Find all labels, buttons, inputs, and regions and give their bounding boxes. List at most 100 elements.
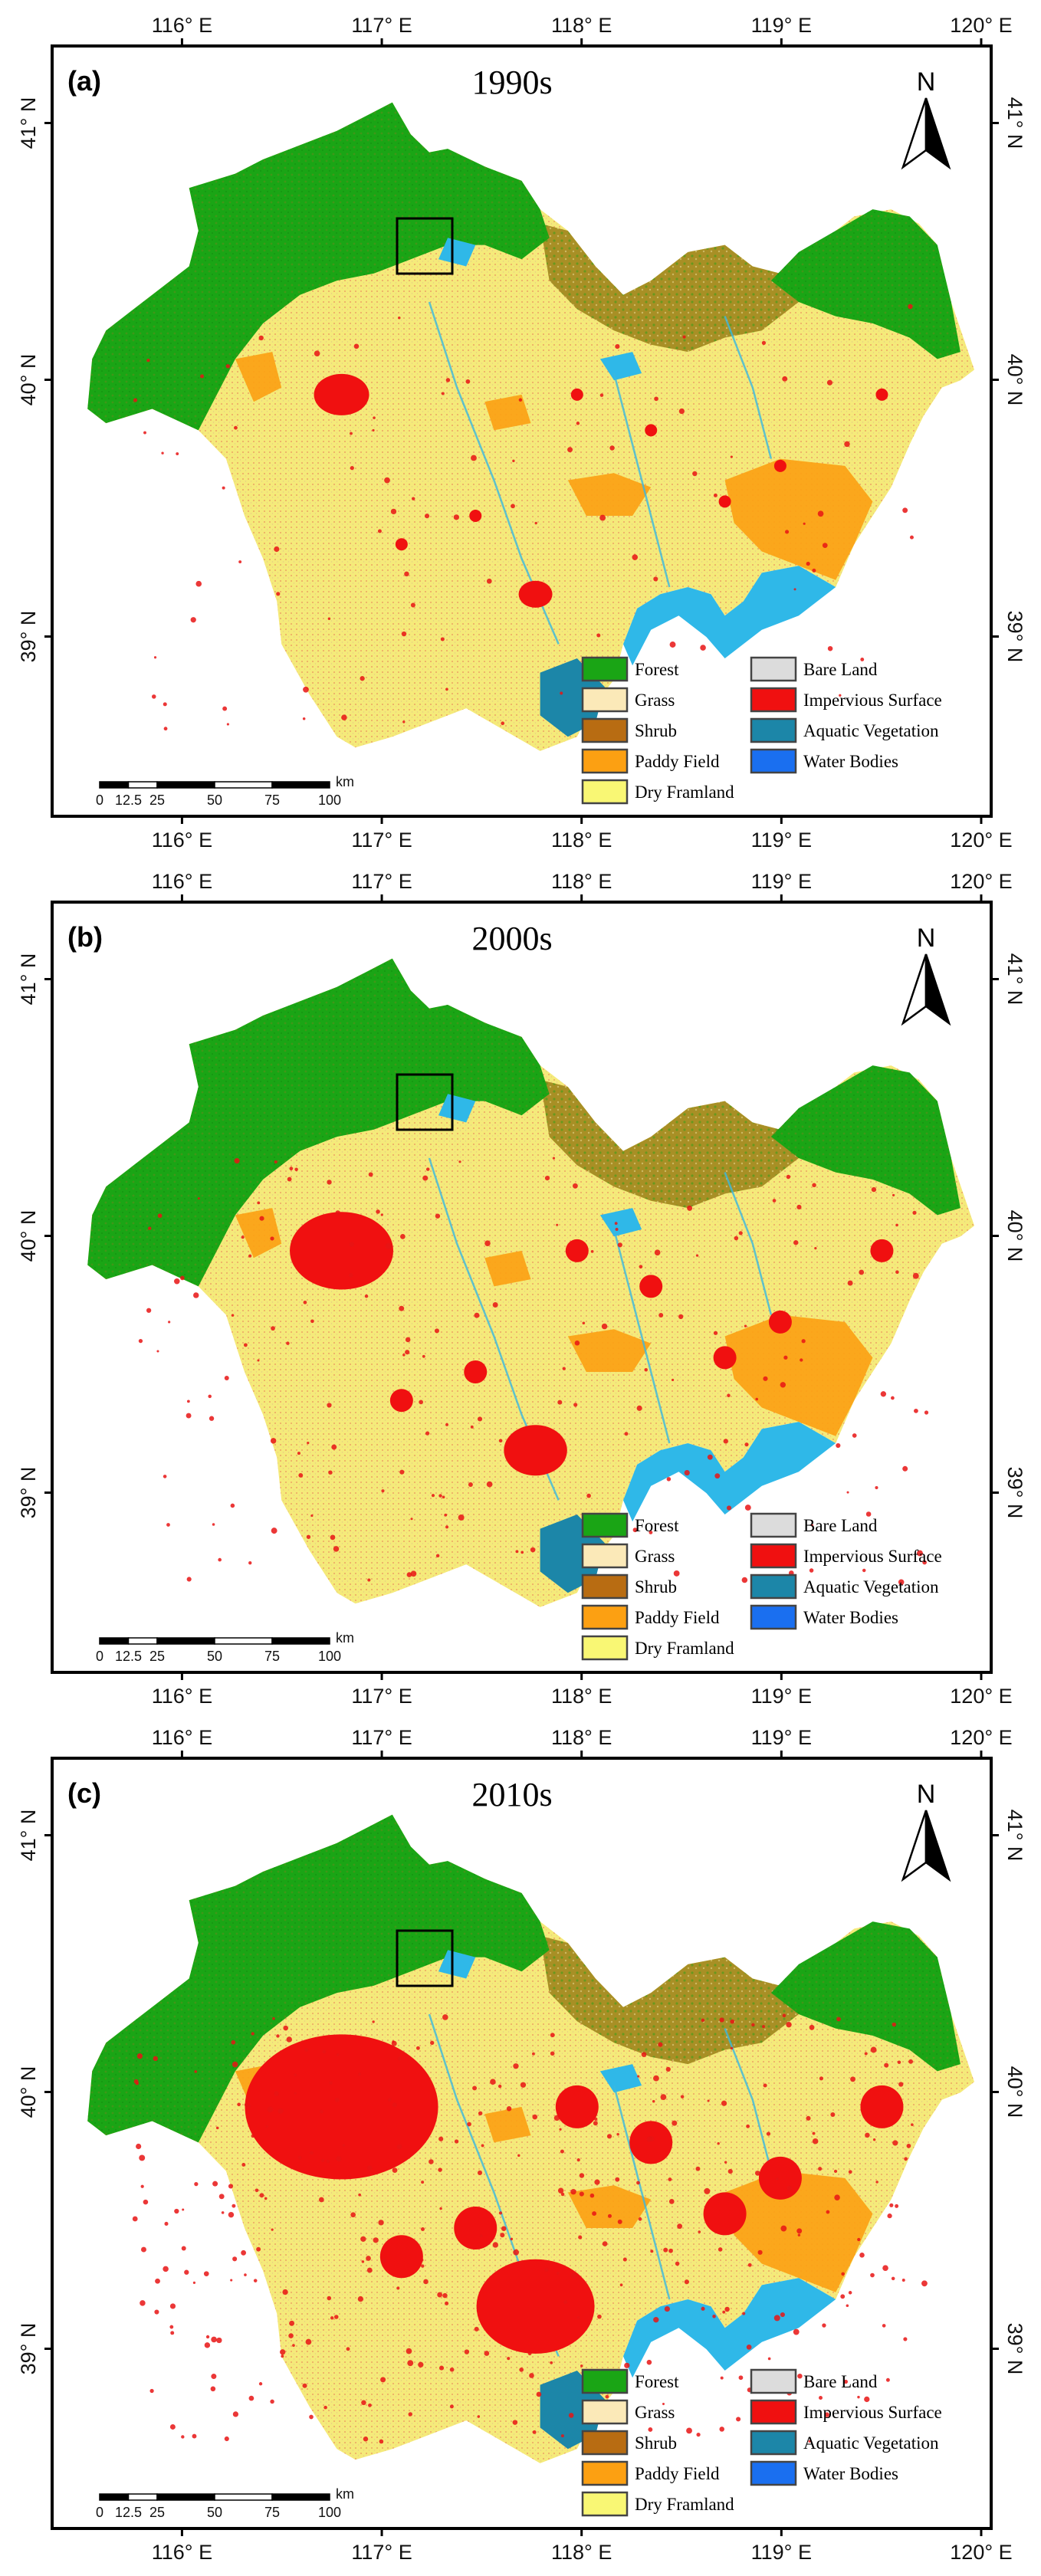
settlement-dot [372, 428, 375, 432]
settlement-dot [396, 2144, 402, 2150]
settlement-dot [143, 2199, 149, 2205]
settlement-dot [442, 2014, 448, 2020]
river [612, 1229, 671, 1444]
settlement-dot [824, 2412, 829, 2417]
settlement-dot [793, 1240, 799, 1245]
settlement-dot [421, 2181, 425, 2184]
settlement-dot [818, 2167, 823, 2171]
settlement-dot [786, 1174, 791, 1180]
impervious-surface-town [870, 1239, 894, 1262]
settlement-dot [197, 1197, 200, 1200]
settlement-dot [271, 1528, 277, 1534]
settlement-dot [231, 2039, 236, 2045]
north-arrow-left-half [901, 953, 928, 1026]
settlement-dot [348, 1273, 353, 1278]
reservoir [599, 352, 642, 381]
reservoir [438, 1094, 476, 1123]
settlement-dot [470, 1425, 474, 1429]
settlement-dot [597, 2314, 602, 2319]
settlement-dot [218, 1557, 222, 1562]
settlement-dot [399, 1234, 406, 1239]
settlement-dot [924, 1410, 929, 1415]
scale-bar-tick-label: 75 [264, 2505, 280, 2520]
settlement-dot [431, 1494, 435, 1498]
settlement-dot [322, 2049, 327, 2054]
settlement-dot [366, 2256, 371, 2261]
impervious-surface-town [718, 495, 731, 508]
settlement-dot [320, 2109, 323, 2114]
impervious-surface-town [860, 2085, 904, 2128]
paddy-field-patch [567, 1329, 652, 1372]
lon-label-bottom: 119° E [751, 829, 812, 852]
legend-label: Impervious Surface [803, 1547, 942, 1566]
settlement-dot [833, 2169, 838, 2174]
settlement-dot [639, 1265, 643, 1269]
shrub-belt-texture [540, 1079, 799, 1209]
settlement-dot [230, 2279, 233, 2282]
settlement-dot [434, 1328, 439, 1334]
lat-label-left: 40° N [17, 354, 40, 406]
lon-label-top: 116° E [152, 14, 212, 37]
settlement-dot [653, 2317, 659, 2323]
legend-label: Impervious Surface [803, 2403, 942, 2422]
settlement-dot [218, 2194, 225, 2200]
lon-label-top: 117° E [351, 14, 412, 37]
settlement-dot [438, 2167, 442, 2172]
settlement-dot [859, 1269, 865, 1275]
settlement-dot [512, 459, 515, 463]
settlement-dot [303, 1300, 307, 1304]
settlement-dot [182, 2208, 185, 2211]
lat-label-right: 39° N [1003, 611, 1026, 663]
settlement-dot [419, 1400, 423, 1405]
settlement-dot [203, 2271, 209, 2276]
river [724, 2028, 773, 2171]
settlement-dot [298, 1472, 304, 1478]
north-arrow-label: N [917, 1780, 936, 1809]
legend-label: Forest [635, 660, 679, 679]
settlement-dot [476, 2307, 480, 2310]
legend-swatch-bare-land [750, 1512, 797, 1538]
impervious-surface-town [379, 2235, 423, 2279]
settlement-dot [846, 2304, 849, 2308]
map-panel-1: 116° E 116° E 117° E 117° E 118° E 118° E 119°… [17, 14, 1026, 852]
settlement-dot [368, 2403, 372, 2407]
lon-label-bottom: 119° E [751, 2541, 812, 2564]
legend-label: Dry Framland [635, 783, 734, 802]
settlement-dot [841, 2272, 845, 2276]
settlement-dot [534, 521, 537, 525]
settlement-dot [212, 1523, 215, 1526]
legend-swatch-dry-framland [581, 779, 629, 805]
settlement-dot [363, 2437, 369, 2442]
settlement-dot [163, 1475, 167, 1478]
scale-bar-tick-label: 0 [96, 792, 103, 808]
impervious-surface-town [389, 1389, 413, 1413]
settlement-dot [136, 2053, 143, 2059]
settlement-dot [133, 2079, 139, 2084]
lat-label-right: 40° N [1003, 2066, 1026, 2118]
settlement-dot [248, 2395, 255, 2401]
settlement-dot [557, 2187, 564, 2194]
settlement-dot [520, 1551, 524, 1554]
settlement-dot [786, 2185, 792, 2191]
settlement-dot [672, 1378, 675, 1382]
settlement-dot [385, 1242, 392, 1249]
settlement-dot [882, 2265, 888, 2272]
settlement-dot [819, 2076, 824, 2081]
settlement-dot [556, 1223, 559, 1226]
settlement-dot [550, 2361, 553, 2364]
scale-bar: 0 12.5 25 50 75 100 km [96, 1630, 354, 1664]
north-arrow-right-half [924, 953, 951, 1026]
legend-swatch-grass [581, 687, 629, 713]
settlement-dot [636, 1405, 642, 1411]
settlement-dot [746, 2344, 752, 2350]
settlement-dot [654, 396, 658, 402]
settlement-dot [468, 1482, 473, 1488]
settlement-dot [277, 2108, 284, 2115]
lon-label-bottom: 116° E [152, 1685, 212, 1708]
settlement-dot [302, 2383, 307, 2388]
lat-label-left: 41° N [17, 1810, 40, 1862]
legend-label: Paddy Field [635, 752, 720, 771]
panel-label: (b) [67, 921, 103, 953]
settlement-dot [143, 431, 146, 435]
settlement-dot [454, 2139, 459, 2144]
